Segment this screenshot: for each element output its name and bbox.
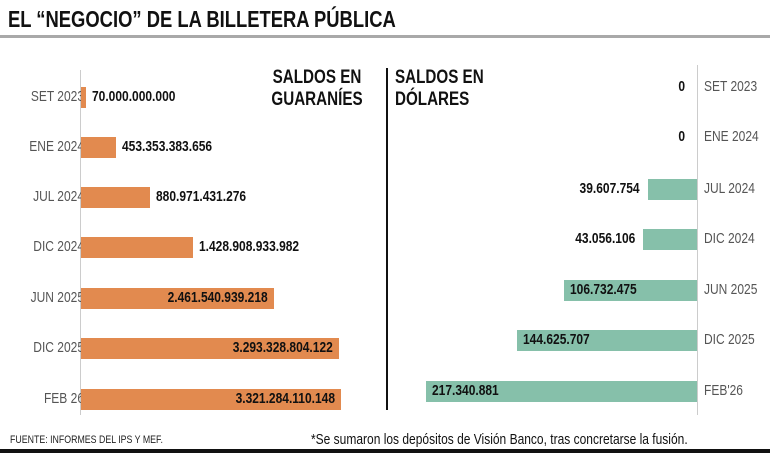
title-rule bbox=[0, 35, 770, 38]
right-header-line-2: DÓLARES bbox=[395, 89, 470, 110]
value-label: 43.056.106 bbox=[575, 230, 636, 247]
page-title: EL “NEGOCIO” DE LA BILLETERA PÚBLICA bbox=[8, 6, 396, 32]
category-label: SET 2023 bbox=[30, 88, 85, 105]
category-label: JUL 2024 bbox=[704, 180, 755, 197]
value-label: 0 bbox=[678, 128, 685, 145]
bar bbox=[81, 237, 193, 258]
bottom-rule bbox=[0, 449, 770, 453]
category-label: JUL 2024 bbox=[33, 188, 84, 205]
category-label: FEB 26 bbox=[43, 390, 84, 407]
value-label: 880.971.431.276 bbox=[155, 188, 247, 205]
left-axis bbox=[80, 70, 81, 415]
footnote: *Se sumaron los depósitos de Visión Banc… bbox=[311, 431, 688, 448]
bar bbox=[81, 137, 117, 158]
left-chart-header: SALDOS EN GUARANÍES bbox=[265, 67, 369, 111]
bar bbox=[81, 187, 150, 208]
value-label: 39.607.754 bbox=[579, 180, 640, 197]
value-label: 106.732.475 bbox=[569, 281, 637, 298]
bar bbox=[516, 330, 697, 351]
category-label: ENE 2024 bbox=[29, 138, 84, 155]
bar bbox=[426, 381, 697, 402]
category-label: DIC 2025 bbox=[704, 331, 755, 348]
bar bbox=[647, 179, 697, 200]
category-label: DIC 2024 bbox=[33, 238, 84, 255]
source-note: FUENTE: INFORMES DEL IPS Y MEF. bbox=[10, 434, 163, 446]
category-label: ENE 2024 bbox=[704, 128, 759, 145]
category-label: DIC 2025 bbox=[33, 339, 84, 356]
right-header-line-1: SALDOS EN bbox=[395, 67, 484, 88]
value-label: 1.428.908.933.982 bbox=[198, 238, 299, 255]
value-label: 217.340.881 bbox=[432, 382, 499, 399]
right-chart-header: SALDOS EN DÓLARES bbox=[395, 67, 484, 111]
bar bbox=[643, 229, 697, 250]
bar bbox=[81, 338, 339, 359]
bar bbox=[81, 389, 341, 410]
value-label: 453.353.383.656 bbox=[122, 138, 213, 155]
right-axis bbox=[697, 65, 698, 415]
bar bbox=[81, 288, 274, 309]
value-label: 70.000.000.000 bbox=[92, 88, 176, 105]
category-label: JUN 2025 bbox=[704, 281, 758, 298]
bar bbox=[81, 87, 87, 108]
category-label: FEB'26 bbox=[704, 382, 743, 399]
value-label: 144.625.707 bbox=[522, 331, 590, 348]
category-label: JUN 2025 bbox=[30, 289, 84, 306]
center-divider bbox=[386, 68, 388, 410]
category-label: DIC 2024 bbox=[704, 230, 755, 247]
left-header-line-2: GUARANÍES bbox=[271, 89, 363, 110]
left-header-line-1: SALDOS EN bbox=[272, 67, 362, 88]
value-label: 2.461.540.939.218 bbox=[167, 289, 268, 306]
value-label: 3.293.328.804.122 bbox=[232, 339, 333, 356]
value-label: 3.321.284.110.148 bbox=[235, 390, 335, 407]
category-label: SET 2023 bbox=[704, 78, 758, 95]
bar bbox=[563, 280, 697, 301]
value-label: 0 bbox=[678, 78, 685, 95]
